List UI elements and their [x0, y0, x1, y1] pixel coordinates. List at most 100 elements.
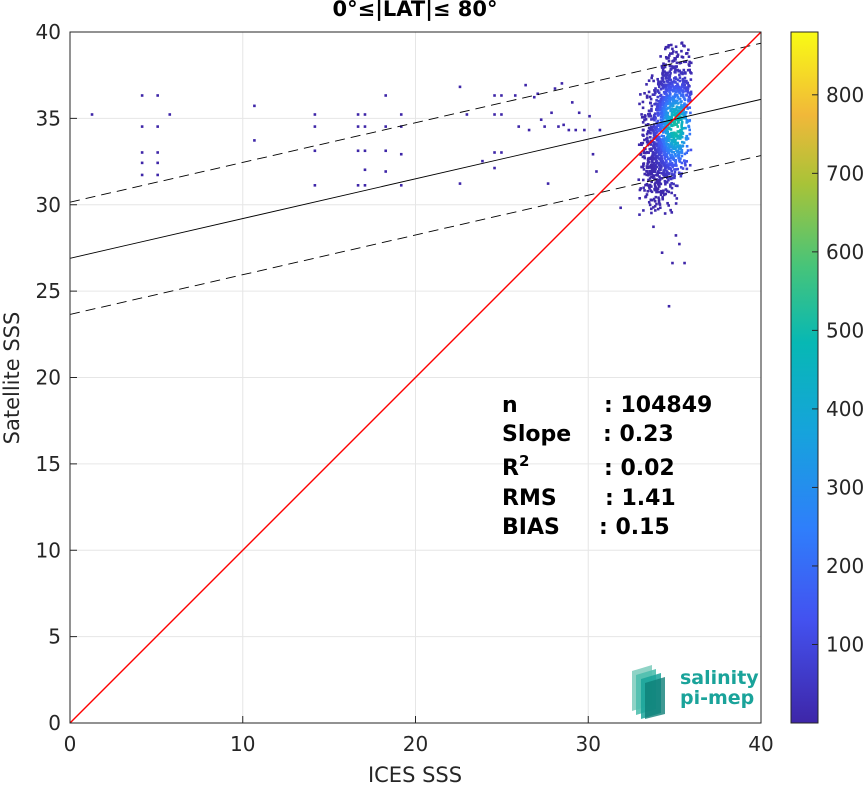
density-cell — [657, 190, 661, 194]
density-cell — [670, 138, 673, 142]
density-cell — [688, 96, 692, 100]
density-cell — [674, 69, 677, 72]
colorbar-tick-label: 300 — [826, 475, 864, 499]
density-cell — [662, 126, 666, 129]
density-cell — [676, 149, 680, 153]
density-cell — [656, 151, 659, 154]
density-cell — [686, 81, 690, 85]
density-cell — [647, 114, 651, 118]
density-cell — [669, 156, 673, 160]
density-cell — [672, 163, 676, 167]
density-cell — [681, 72, 684, 76]
density-cell — [669, 68, 673, 71]
density-cell — [313, 149, 317, 153]
density-cell — [656, 154, 659, 158]
density-cell — [685, 160, 689, 163]
density-cell — [458, 85, 462, 89]
density-cell — [658, 105, 661, 109]
density-cell — [650, 118, 653, 121]
density-cell — [657, 200, 661, 203]
density-cell — [661, 71, 665, 75]
density-cell — [658, 175, 661, 178]
density-cell — [676, 167, 680, 171]
density-cell — [656, 128, 659, 131]
density-cell — [659, 112, 663, 115]
density-cell — [650, 180, 653, 184]
density-cell — [663, 116, 667, 120]
density-cell — [663, 146, 666, 150]
density-cell — [669, 145, 672, 149]
density-cell — [681, 132, 685, 135]
density-cell — [657, 152, 661, 156]
density-cell — [663, 92, 667, 95]
density-cell — [664, 131, 668, 135]
density-cell — [680, 161, 684, 165]
density-cell — [652, 79, 655, 83]
density-cell — [686, 90, 690, 94]
density-cell — [659, 158, 663, 162]
density-cell — [675, 149, 678, 153]
density-cell — [656, 95, 660, 99]
density-cell — [678, 135, 682, 139]
density-cell — [665, 97, 668, 101]
density-cell — [654, 160, 658, 164]
density-cell — [647, 165, 650, 169]
density-cell — [673, 95, 677, 99]
density-cell — [643, 156, 647, 160]
colorbar-tick-label: 200 — [826, 554, 864, 578]
density-cell — [683, 116, 686, 120]
density-cell — [682, 141, 686, 144]
density-cell — [641, 128, 645, 132]
density-cell — [673, 94, 677, 97]
density-cell — [664, 165, 667, 168]
density-cell — [663, 97, 667, 101]
density-cell — [665, 181, 669, 184]
density-cell — [680, 140, 684, 144]
density-cell — [674, 101, 678, 105]
density-cell — [678, 76, 682, 79]
density-cell — [658, 108, 662, 112]
density-cell — [646, 189, 650, 193]
density-cell — [665, 136, 668, 140]
density-cell — [683, 261, 686, 265]
stat-value: : 0.23 — [603, 422, 674, 447]
density-cell — [669, 103, 673, 107]
density-cell — [667, 59, 671, 63]
density-cell — [653, 199, 657, 203]
density-cell — [654, 117, 657, 120]
density-cell — [653, 170, 657, 174]
density-cell — [668, 63, 672, 67]
density-cell — [675, 111, 679, 115]
density-cell — [666, 80, 670, 84]
density-cell — [667, 204, 671, 207]
density-cell — [640, 143, 643, 147]
density-cell — [677, 146, 681, 150]
density-cell — [665, 75, 668, 79]
density-cell — [685, 121, 689, 124]
density-cell — [666, 114, 670, 118]
density-cell — [659, 87, 663, 91]
density-cell — [669, 177, 673, 181]
density-cell — [680, 122, 684, 125]
density-cell — [655, 139, 659, 142]
colorbar-tick-label: 500 — [826, 318, 864, 342]
density-cell — [384, 125, 388, 128]
density-cell — [667, 101, 671, 105]
density-cell — [660, 172, 664, 175]
density-cell — [642, 151, 646, 155]
density-cell — [672, 107, 675, 111]
density-cell — [671, 47, 674, 51]
density-cell — [653, 182, 657, 186]
density-cell — [639, 93, 642, 96]
density-cell — [652, 174, 655, 177]
density-cell — [677, 171, 681, 175]
density-cell — [681, 89, 685, 93]
density-cell — [656, 114, 660, 117]
density-cell — [660, 191, 663, 195]
density-cell — [363, 149, 367, 153]
density-cell — [674, 202, 678, 205]
density-cell — [678, 91, 682, 95]
density-cell — [527, 128, 531, 132]
y-tick-label: 40 — [36, 20, 61, 44]
density-cell — [658, 137, 661, 141]
